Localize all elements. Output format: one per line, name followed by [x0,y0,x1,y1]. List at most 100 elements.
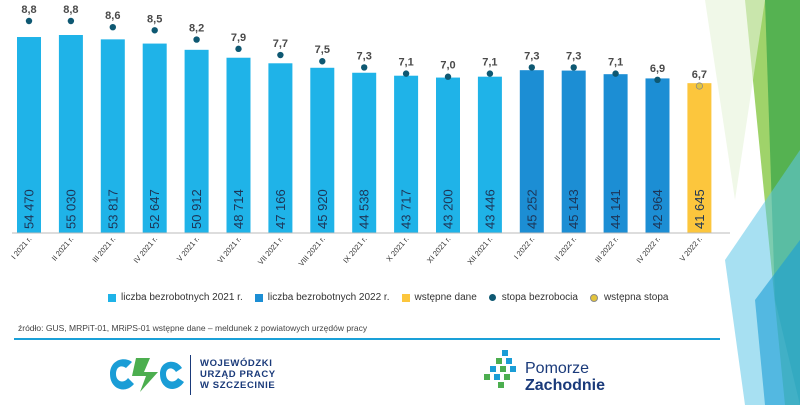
rate-point [570,64,577,71]
legend-item-2022: liczba bezrobotnych 2022 r. [254,292,390,303]
legend-item-rate-prelim: wstępna stopa [589,292,669,303]
legend-label: wstępna stopa [603,292,669,303]
rate-label: 7,1 [398,57,413,69]
bar [394,75,419,234]
rate-label: 7,5 [315,44,330,56]
bar-value-label: 41 645 [692,189,707,229]
bar-value-label: 43 717 [399,189,414,229]
rate-point [25,17,33,25]
legend-swatch-2021 [108,293,116,302]
legend-item-2021: liczba bezrobotnych 2021 r. [108,292,243,303]
rate-point [361,64,368,71]
bar-value-label: 53 817 [105,189,120,229]
rate-label: 6,9 [650,63,665,75]
bar [352,72,377,233]
bar-value-label: 50 912 [189,189,204,229]
rate-label: 8,8 [63,4,78,16]
rate-label: 7,7 [273,38,288,50]
legend-item-prelim: wstępne dane [401,292,477,303]
bar [603,74,628,233]
wup-logo-icon [110,358,184,392]
x-tick-label: VIII 2021 r. [297,235,327,269]
rate-point [235,45,242,53]
bar-value-label: 45 252 [524,189,539,229]
legend-swatch-prelim [401,293,410,302]
rate-label: 6,7 [692,69,707,81]
x-tick-label: V 2022 r. [678,235,704,264]
rate-label: 7,3 [566,50,581,62]
bar-value-label: 52 647 [147,189,162,229]
x-tick-label: XII 2021 r. [466,235,495,267]
divider [14,338,720,340]
rate-point [277,51,284,59]
decorative-green-panel [705,0,800,405]
x-tick-label: I 2022 r. [512,235,536,262]
bar-value-label: 47 166 [273,189,288,229]
bar [184,49,209,234]
x-tick-label: VI 2021 r. [215,235,243,265]
bar [561,70,586,234]
rate-label: 7,3 [357,50,372,62]
bar-value-label: 42 964 [650,189,665,229]
bar [100,39,125,234]
legend-swatch-2022 [254,293,263,302]
source-note: źródło: GUS, MRPiT-01, MRiPS-01 wstępne … [18,323,368,333]
rate-point [67,17,75,25]
x-tick-label: IV 2021 r. [132,235,160,265]
rate-label: 7,1 [482,57,497,69]
legend-label: liczba bezrobotnych 2021 r. [121,292,243,303]
rate-label: 7,0 [440,60,455,72]
wup-line-2: URZĄD PRACY [200,369,276,380]
legend-item-rate: stopa bezrobocia [488,292,578,303]
x-tick-label: X 2021 r. [384,235,410,264]
bar-value-label: 55 030 [63,189,78,229]
pomorze-zachodnie-logo-icon [484,350,516,388]
bar-value-label: 45 920 [315,189,330,229]
wup-line-3: W SZCZECINIE [200,380,276,391]
x-tick-label: II 2022 r. [553,235,579,263]
unemployment-chart: 54 470 I 2021 r. 8,8 55 030 II 2021 r. 8,8 53 … [9,4,730,269]
legend-label: liczba bezrobotnych 2022 r. [267,292,390,303]
x-tick-label: IV 2022 r. [634,235,662,265]
rate-point [654,76,661,84]
bar [436,77,460,233]
rate-point [109,23,117,31]
bar-value-label: 44 141 [608,189,623,229]
legend-dot-rate-prelim [589,293,598,302]
bar [519,70,544,233]
pz-logo-line-1: Pomorze [525,360,590,377]
bar-value-label: 45 143 [566,189,581,229]
bar [645,78,670,234]
rate-label: 8,5 [147,13,162,25]
pz-logo-line-2: Zachodnie [525,377,606,394]
rate-point [695,82,704,90]
bar-value-label: 48 714 [231,189,246,229]
bar [226,57,251,233]
rate-point [402,70,410,77]
rate-point [193,36,200,43]
rate-point [319,58,326,65]
bar-value-label: 54 470 [22,189,37,229]
rate-point [151,27,158,34]
bar [477,76,502,234]
bar [310,67,335,233]
rate-label: 7,9 [231,32,246,44]
x-tick-label: III 2022 r. [593,235,620,265]
chart-legend: liczba bezrobotnych 2021 r. liczba bezro… [108,292,680,303]
x-tick-label: IX 2021 r. [341,235,369,265]
bar [268,63,293,233]
bar [687,83,712,233]
legend-dot-rate [488,294,496,301]
x-tick-label: VII 2021 r. [256,235,285,267]
rate-label: 8,2 [189,23,204,35]
bar-value-label: 43 200 [441,189,456,229]
x-tick-label: III 2021 r. [90,235,117,265]
logo-separator [190,355,191,395]
x-tick-label: II 2021 r. [50,235,76,263]
bar-value-label: 43 446 [482,189,497,229]
rate-point [486,70,494,77]
legend-label: wstępne dane [414,292,477,303]
wup-line-1: WOJEWÓDZKI [200,358,273,369]
rate-label: 8,8 [21,4,36,16]
wup-logo-text: WOJEWÓDZKI URZĄD PRACY W SZCZECINIE [200,358,276,391]
